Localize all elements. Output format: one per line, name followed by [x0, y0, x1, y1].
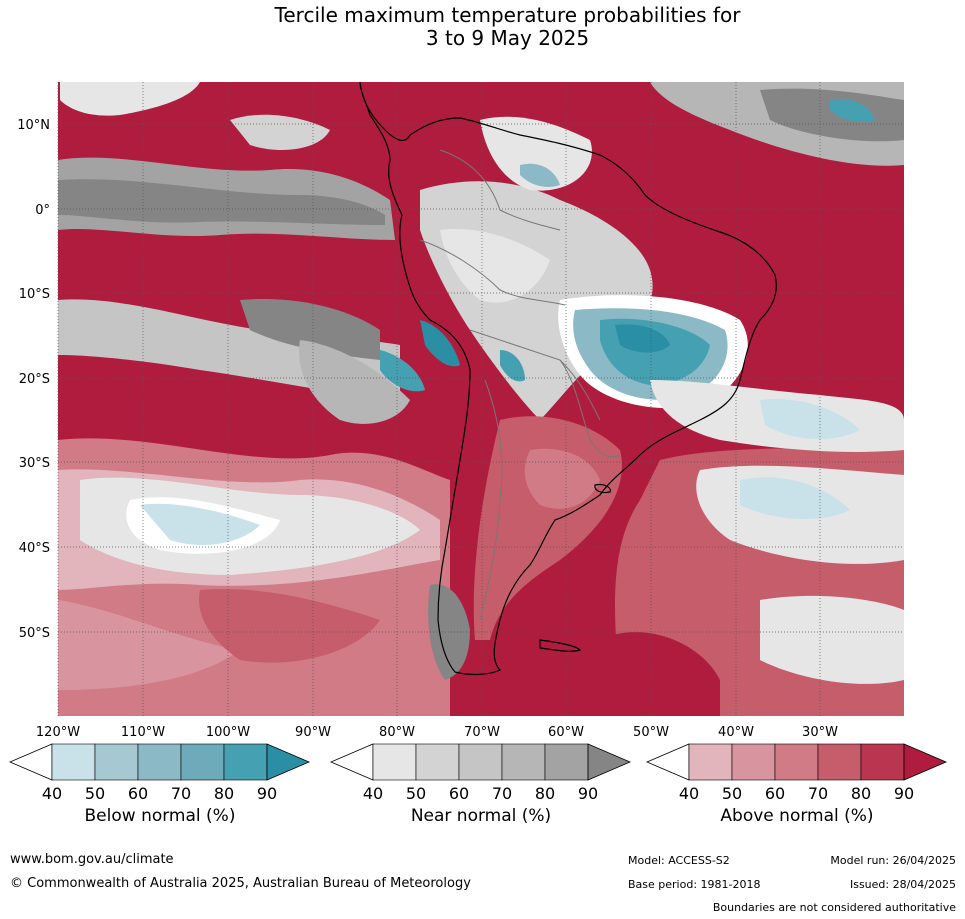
colorbar-tick-label: 70 — [492, 784, 512, 803]
colorbars: 40 50 60 70 80 90 40 50 60 70 80 90 40 50 60 70 80 90 — [8, 743, 948, 803]
colorbar-min-arrow — [329, 743, 374, 781]
colorbar-segment — [860, 743, 905, 781]
colorbar-max-arrow — [903, 743, 948, 781]
coastline — [359, 82, 777, 676]
country-borders — [419, 149, 621, 621]
colorbar-tick-label: 50 — [406, 784, 426, 803]
colorbar-segment — [137, 743, 182, 781]
colorbar-segment — [458, 743, 503, 781]
footer-copyright: © Commonwealth of Australia 2025, Austra… — [10, 876, 471, 891]
colorbar-segment — [223, 743, 268, 781]
colorbar: 40 50 60 70 80 90 — [329, 743, 632, 803]
colorbar-tick-label: 40 — [363, 784, 383, 803]
colorbar-tick-label: 90 — [894, 784, 914, 803]
colorbar-segment — [817, 743, 862, 781]
latitude-label: 0° — [35, 203, 50, 218]
chart-title: Tercile maximum temperature probabilitie… — [0, 4, 965, 50]
colorbar-tick-label: 70 — [808, 784, 828, 803]
footer-website: www.bom.gov.au/climate — [10, 852, 174, 867]
colorbar-segment — [372, 743, 417, 781]
footer-base-period: Base period: 1981-2018 — [628, 878, 761, 891]
colorbar-tick-label: 60 — [128, 784, 148, 803]
longitude-labels: 120°W 110°W 100°W 90°W 80°W 70°W 60°W 50°W 40°W 3… — [36, 725, 838, 740]
colorbar-segment — [774, 743, 819, 781]
latitude-label: 40°S — [19, 541, 50, 556]
latitude-label: 20°S — [19, 372, 50, 387]
latitude-label: 50°S — [19, 626, 50, 641]
colorbar-segment — [415, 743, 460, 781]
colorbar-tick-label: 70 — [171, 784, 191, 803]
colorbar-segment — [51, 743, 96, 781]
colorbar-segment — [731, 743, 776, 781]
colorbar-label-near: Near normal (%) — [410, 806, 552, 826]
colorbar-max-arrow — [266, 743, 311, 781]
colorbar-tick-label: 80 — [214, 784, 234, 803]
colorbar-tick-label: 50 — [85, 784, 105, 803]
title-line-2: 3 to 9 May 2025 — [425, 26, 590, 50]
colorbar: 40 50 60 70 80 90 — [645, 743, 948, 803]
longitude-label: 120°W — [36, 725, 80, 740]
longitude-label: 40°W — [718, 725, 754, 740]
latitude-label: 30°S — [19, 456, 50, 471]
latitude-label: 10°S — [19, 287, 50, 302]
footer-model-run: Model run: 26/04/2025 — [830, 854, 956, 867]
longitude-label: 100°W — [206, 725, 250, 740]
longitude-label: 50°W — [633, 725, 669, 740]
colorbar: 40 50 60 70 80 90 — [8, 743, 311, 803]
title-line-1: Tercile maximum temperature probabilitie… — [274, 3, 741, 27]
colorbar-label-below: Below normal (%) — [84, 806, 236, 826]
colorbar-tick-label: 80 — [535, 784, 555, 803]
latitude-labels: 10°N 0° 10°S 20°S 30°S 40°S 50°S — [17, 118, 50, 641]
graticule — [57, 82, 904, 716]
longitude-label: 90°W — [295, 725, 331, 740]
colorbar-tick-label: 80 — [851, 784, 871, 803]
colorbar-tick-label: 90 — [578, 784, 598, 803]
footer-issued: Issued: 28/04/2025 — [849, 878, 956, 891]
colorbar-label-above: Above normal (%) — [720, 806, 874, 826]
colorbar-segment — [94, 743, 139, 781]
longitude-label: 60°W — [548, 725, 584, 740]
colorbar-tick-label: 40 — [42, 784, 62, 803]
colorbar-segment — [688, 743, 733, 781]
colorbar-segment — [180, 743, 225, 781]
colorbar-min-arrow — [8, 743, 53, 781]
colorbar-min-arrow — [645, 743, 690, 781]
colorbar-tick-label: 40 — [679, 784, 699, 803]
colorbar-segment — [501, 743, 546, 781]
colorbar-segment — [544, 743, 589, 781]
latitude-label: 10°N — [17, 118, 50, 133]
colorbar-max-arrow — [587, 743, 632, 781]
longitude-label: 110°W — [121, 725, 165, 740]
colorbar-tick-label: 60 — [765, 784, 785, 803]
footer-disclaimer: Boundaries are not considered authoritat… — [712, 901, 956, 914]
footer-model: Model: ACCESS-S2 — [628, 854, 730, 867]
colorbar-tick-label: 60 — [449, 784, 469, 803]
longitude-label: 80°W — [379, 725, 415, 740]
colorbar-tick-label: 50 — [722, 784, 742, 803]
longitude-label: 70°W — [464, 725, 500, 740]
colorbar-tick-label: 90 — [257, 784, 277, 803]
map-field — [58, 82, 904, 716]
longitude-label: 30°W — [802, 725, 838, 740]
